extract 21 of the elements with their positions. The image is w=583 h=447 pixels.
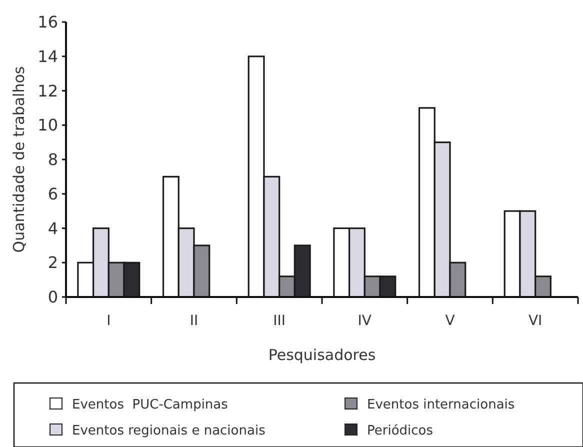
y-tick-label: 10: [38, 116, 58, 135]
y-tick-label: 14: [38, 46, 58, 66]
y-tick-label: 8: [48, 150, 58, 170]
y-tick-label: 6: [48, 184, 58, 204]
x-tick-label: II: [190, 313, 198, 329]
x-tick-label: I: [106, 313, 111, 329]
x-axis-title: Pesquisadores: [268, 346, 376, 364]
y-tick-label: 16: [38, 12, 58, 32]
legend-label: Eventos regionais e nacionais: [72, 424, 266, 439]
y-axis-title: Quantidade de trabalhos: [10, 66, 28, 253]
y-tick-label: 12: [38, 81, 58, 100]
y-tick-label: 2: [48, 253, 58, 272]
y-tick-label: 4: [48, 218, 58, 238]
legend-label: Periódicos: [367, 424, 434, 439]
legend-label: Eventos PUC-Campinas: [72, 398, 228, 413]
x-tick-label: V: [445, 313, 456, 329]
x-tick-label: VI: [528, 313, 542, 329]
legend-label: Eventos internacionais: [367, 398, 515, 413]
x-tick-label: III: [273, 313, 286, 329]
y-tick-label: 0: [48, 288, 58, 307]
x-tick-label: IV: [358, 313, 372, 329]
